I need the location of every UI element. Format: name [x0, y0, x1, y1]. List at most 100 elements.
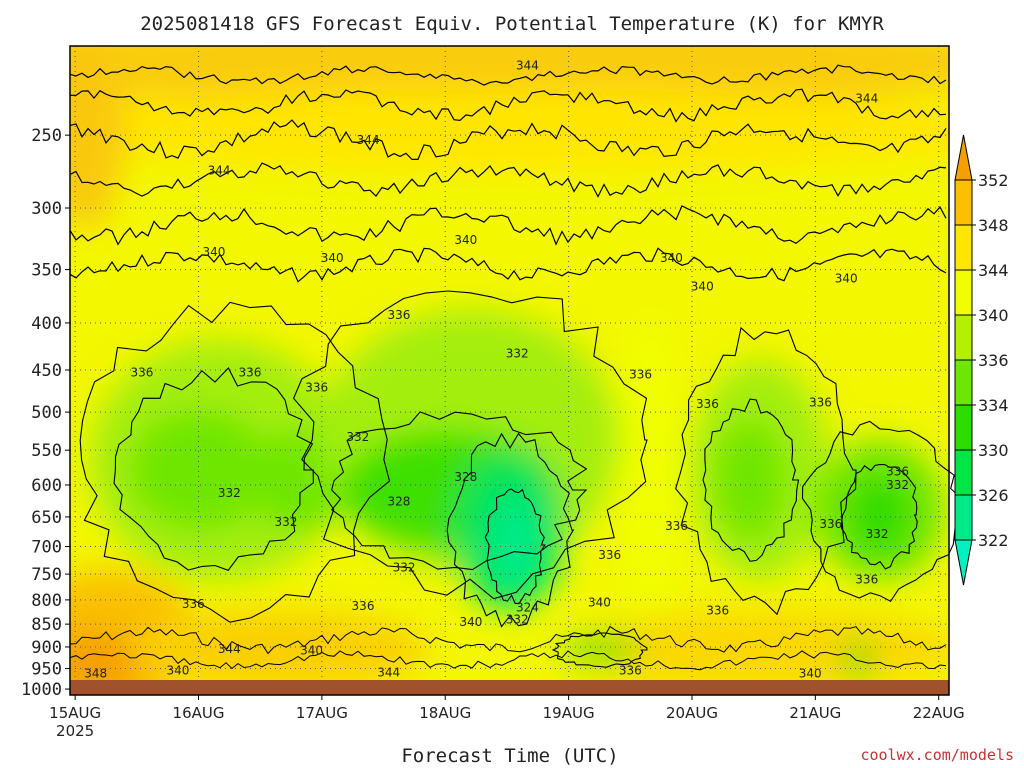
grid [70, 46, 949, 695]
colorbar-label: 334 [978, 396, 1009, 415]
isoline-closed [330, 411, 588, 571]
colorbar-segment [954, 269, 973, 316]
y-tick-label: 350 [31, 261, 62, 281]
colorbar: 352 348 344 340 336 334 330 326 322 [954, 134, 1009, 586]
y-tick-label: 650 [31, 508, 62, 528]
warm-upper-left [70, 46, 125, 230]
contour-label: 344 [218, 642, 241, 656]
warm-lowlevel-left-core [70, 630, 145, 695]
y-tick-label: 900 [31, 638, 62, 658]
colorbar-segment [954, 449, 973, 496]
isoline-upper [69, 205, 947, 246]
y-tick-label: 300 [31, 199, 62, 219]
temperature-field [70, 46, 949, 695]
x-tick-label: 20AUG [666, 704, 718, 722]
isoline-closed [675, 326, 857, 616]
contour-label: 336 [388, 308, 411, 322]
contour-label: 336 [131, 366, 154, 380]
contour-label: 332 [274, 515, 297, 529]
contour-label: 336 [619, 664, 642, 678]
y-tick-label: 550 [31, 441, 62, 461]
contour-label: 344 [357, 133, 380, 147]
contour-label: 340 [660, 251, 683, 265]
contour-label: 332 [506, 347, 529, 361]
isoline-lower [69, 625, 947, 655]
contour-label: 340 [202, 245, 225, 259]
contour-label: 336 [696, 397, 719, 411]
moist-pocket-lowlevel-2 [846, 640, 870, 680]
y-tick-label: 400 [31, 314, 62, 334]
colorbar-label: 352 [978, 171, 1009, 190]
colorbar-label: 348 [978, 216, 1009, 235]
isoline-closed [484, 488, 546, 605]
colorbar-segment [954, 494, 973, 541]
isoline-upper [69, 119, 947, 160]
contour-label: 344 [377, 666, 400, 680]
contour-label: 340 [588, 595, 611, 609]
contour-label: 328 [454, 470, 477, 484]
contour-label: 340 [166, 664, 189, 678]
y-tick-label: 700 [31, 538, 62, 558]
x-tick-label: 22AUG [913, 704, 965, 722]
contour-label: 336 [598, 548, 621, 562]
x-tick-label: 21AUG [789, 704, 841, 722]
y-tick-label: 1000 [21, 680, 62, 700]
y-tick-label: 600 [31, 476, 62, 496]
contour-label: 340 [321, 251, 344, 265]
colorbar-label: 340 [978, 306, 1009, 325]
isoline-upper [69, 64, 947, 86]
contour-labels: 344 344 344 344 340 340 340 340 340 340 336 332 336 3… [84, 58, 909, 680]
colorbar-bottom-arrow [954, 539, 973, 586]
x-tick-label: 17AUG [296, 704, 348, 722]
credit-text: coolwx.com/models [860, 746, 1014, 764]
y-axis: 250 300 350 400 450 500 550 600 650 700 750 800 850 9… [21, 126, 70, 700]
contour-label: 336 [819, 517, 842, 531]
contour-label: 336 [855, 572, 878, 586]
contour-label: 340 [835, 272, 858, 286]
colorbar-top-arrow [954, 134, 973, 181]
y-tick-label: 750 [31, 565, 62, 585]
isoline-closed [113, 367, 314, 571]
contour-label: 332 [393, 561, 416, 575]
contours [69, 64, 963, 671]
contour-label: 340 [459, 615, 482, 629]
isoline-closed [702, 398, 800, 562]
x-tick-label: 15AUG [49, 704, 101, 722]
isoline-lower [69, 650, 947, 671]
isoline-upper [69, 247, 947, 283]
isoline-closed [841, 463, 918, 570]
y-tick-label: 450 [31, 361, 62, 381]
contour-label: 332 [218, 486, 241, 500]
contour-label: 332 [346, 430, 369, 444]
contour-label: 336 [629, 367, 652, 381]
colorbar-segment [954, 314, 973, 361]
x-tick-sublabel: 2025 [56, 722, 94, 740]
contour-label: 344 [855, 91, 878, 105]
isoline-upper [69, 162, 947, 198]
contour-label: 336 [665, 519, 688, 533]
isoline-closed [446, 432, 575, 628]
contour-label: 340 [300, 643, 323, 657]
contour-label: 336 [238, 366, 261, 380]
colorbar-segment [954, 224, 973, 271]
y-tick-label: 800 [31, 591, 62, 611]
chart-title: 2025081418 GFS Forecast Equiv. Potential… [140, 13, 884, 35]
contour-label: 332 [506, 612, 529, 626]
contour-label: 340 [691, 279, 714, 293]
colorbar-label: 336 [978, 351, 1009, 370]
y-tick-label: 250 [31, 126, 62, 146]
dry-gap-20aug [620, 310, 680, 630]
colorbar-segment [954, 359, 973, 406]
moist-region-right-core [715, 420, 785, 540]
ground-strip [70, 680, 949, 695]
y-tick-label: 500 [31, 403, 62, 423]
x-axis-label: Forecast Time (UTC) [401, 745, 618, 767]
x-tick-label: 18AUG [419, 704, 471, 722]
colorbar-segment [954, 404, 973, 451]
contour-label: 336 [352, 599, 375, 613]
isoline-upper [69, 88, 947, 123]
moist-core-inner [490, 495, 540, 595]
contour-label: 332 [886, 478, 909, 492]
moist-pocket-lowlevel [560, 636, 640, 664]
